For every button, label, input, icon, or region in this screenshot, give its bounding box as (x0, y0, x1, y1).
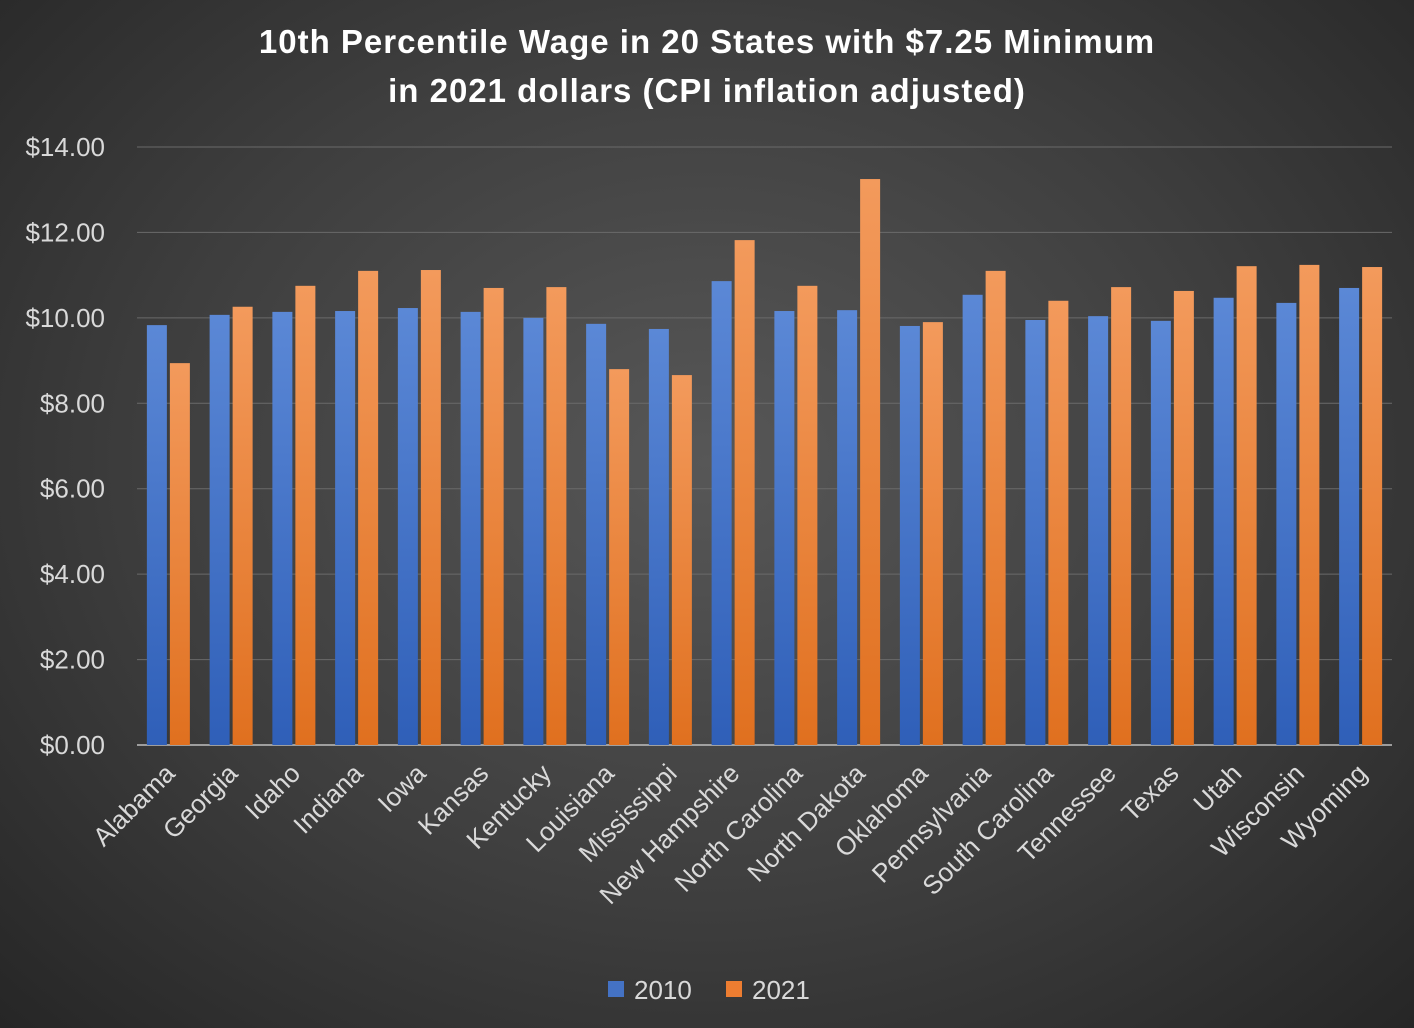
bar-2021-texas (1173, 290, 1194, 745)
bar-2010-alabama (146, 325, 167, 745)
chart-subtitle: in 2021 dollars (CPI inflation adjusted) (388, 72, 1026, 109)
y-tick-label: $12.00 (25, 217, 105, 247)
bar-2010-louisiana (586, 323, 607, 745)
y-tick-label: $2.00 (40, 645, 105, 675)
bar-2010-wyoming (1339, 287, 1360, 745)
bar-2021-tennessee (1111, 287, 1132, 745)
bar-2010-north-dakota (837, 310, 858, 745)
bar-2021-south-carolina (1048, 300, 1069, 745)
bar-2010-texas (1150, 320, 1171, 745)
bar-2021-alabama (169, 363, 190, 745)
bar-2010-iowa (397, 308, 418, 745)
x-tick-label: Alabama (87, 758, 181, 852)
x-tick-label: Texas (1115, 758, 1184, 827)
bar-2021-mississippi (671, 375, 692, 745)
bar-2021-kentucky (546, 287, 567, 745)
bar-2021-new-hampshire (734, 240, 755, 746)
bar-2021-utah (1236, 266, 1257, 745)
y-tick-label: $10.00 (25, 303, 105, 333)
bar-2021-pennsylvania (985, 270, 1006, 745)
bar-2010-pennsylvania (962, 294, 983, 745)
bar-2010-georgia (209, 314, 230, 745)
bar-2010-utah (1213, 297, 1234, 745)
bar-2010-mississippi (648, 328, 669, 745)
bar-2010-wisconsin (1276, 302, 1297, 745)
bar-2021-wisconsin (1299, 264, 1320, 745)
legend-swatch (608, 981, 624, 997)
y-tick-label: $4.00 (40, 559, 105, 589)
bar-2010-oklahoma (899, 325, 920, 745)
bar-2021-oklahoma (922, 322, 943, 745)
bar-2010-idaho (272, 311, 293, 745)
bar-2010-kansas (460, 311, 481, 745)
y-tick-label: $6.00 (40, 474, 105, 504)
bar-2010-north-carolina (774, 311, 795, 745)
bar-2021-iowa (420, 270, 441, 745)
bar-2021-north-dakota (860, 179, 881, 746)
bar-2021-north-carolina (797, 285, 818, 745)
legend-swatch (726, 981, 742, 997)
bar-2010-indiana (335, 311, 356, 745)
x-tick-label: Indiana (287, 758, 369, 840)
y-tick-label: $14.00 (25, 132, 105, 162)
bar-2021-indiana (358, 270, 379, 745)
bar-2021-georgia (232, 306, 253, 745)
bar-2021-wyoming (1362, 267, 1383, 745)
bar-2021-idaho (295, 285, 316, 745)
bar-2010-kentucky (523, 317, 544, 745)
bar-2021-kansas (483, 287, 504, 745)
bar-2010-new-hampshire (711, 281, 732, 745)
chart-title: 10th Percentile Wage in 20 States with $… (259, 23, 1155, 60)
y-tick-label: $0.00 (40, 730, 105, 760)
bar-2021-louisiana (609, 369, 630, 745)
legend-label: 2021 (752, 975, 810, 1005)
legend-label: 2010 (634, 975, 692, 1005)
y-tick-label: $8.00 (40, 388, 105, 418)
bar-2010-south-carolina (1025, 319, 1046, 745)
bar-2010-tennessee (1088, 316, 1109, 745)
